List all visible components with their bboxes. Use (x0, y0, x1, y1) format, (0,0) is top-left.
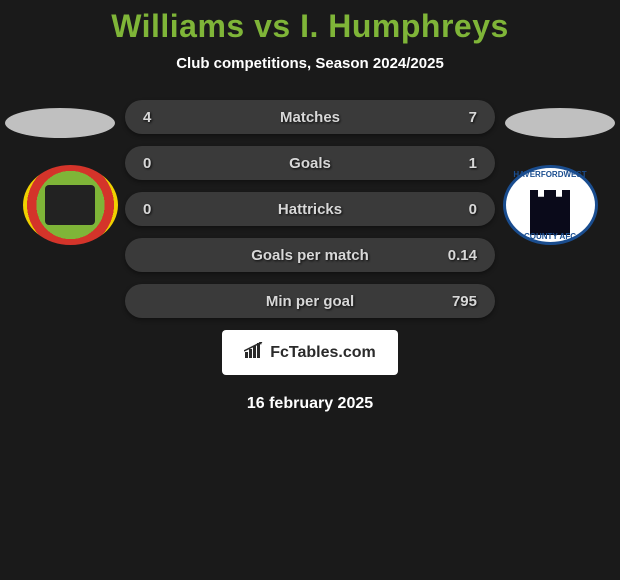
player-marker-right (505, 108, 615, 138)
chart-icon (244, 342, 264, 363)
stat-left-value: 0 (143, 201, 183, 218)
stat-label: Matches (280, 109, 340, 126)
footer: FcTables.com 16 february 2025 (0, 330, 620, 413)
stat-row-goals: 0 Goals 1 (125, 146, 495, 180)
stat-right-value: 795 (437, 293, 477, 310)
stat-row-matches: 4 Matches 7 (125, 100, 495, 134)
stat-label: Min per goal (266, 293, 354, 310)
badge-right-top-text: HAVERFORDWEST (513, 170, 586, 179)
stat-right-value: 0.14 (437, 247, 477, 264)
footer-date: 16 february 2025 (0, 395, 620, 413)
comparison-subtitle: Club competitions, Season 2024/2025 (0, 55, 620, 72)
content-area: HAVERFORDWEST COUNTY AFC 4 Matches 7 0 G… (0, 100, 620, 413)
stat-row-min-per-goal: Min per goal 795 (125, 284, 495, 318)
stat-left-value: 4 (143, 109, 183, 126)
team-badge-right: HAVERFORDWEST COUNTY AFC (500, 162, 600, 247)
badge-right-icon: HAVERFORDWEST COUNTY AFC (503, 165, 598, 245)
stat-row-hattricks: 0 Hattricks 0 (125, 192, 495, 226)
player-marker-left (5, 108, 115, 138)
stat-label: Goals per match (251, 247, 369, 264)
stat-label: Goals (289, 155, 331, 172)
logo-box: FcTables.com (222, 330, 398, 375)
stat-left-value: 0 (143, 155, 183, 172)
logo-text: FcTables.com (270, 344, 376, 362)
stat-right-value: 7 (437, 109, 477, 126)
stat-label: Hattricks (278, 201, 342, 218)
stats-container: 4 Matches 7 0 Goals 1 0 Hattricks 0 Goal… (125, 100, 495, 318)
badge-right-bottom-text: COUNTY AFC (524, 232, 576, 241)
stat-right-value: 0 (437, 201, 477, 218)
team-badge-left (20, 162, 120, 247)
badge-left-icon (23, 165, 118, 245)
header: Williams vs I. Humphreys Club competitio… (0, 0, 620, 72)
comparison-title: Williams vs I. Humphreys (0, 8, 620, 45)
stat-right-value: 1 (437, 155, 477, 172)
stat-row-goals-per-match: Goals per match 0.14 (125, 238, 495, 272)
